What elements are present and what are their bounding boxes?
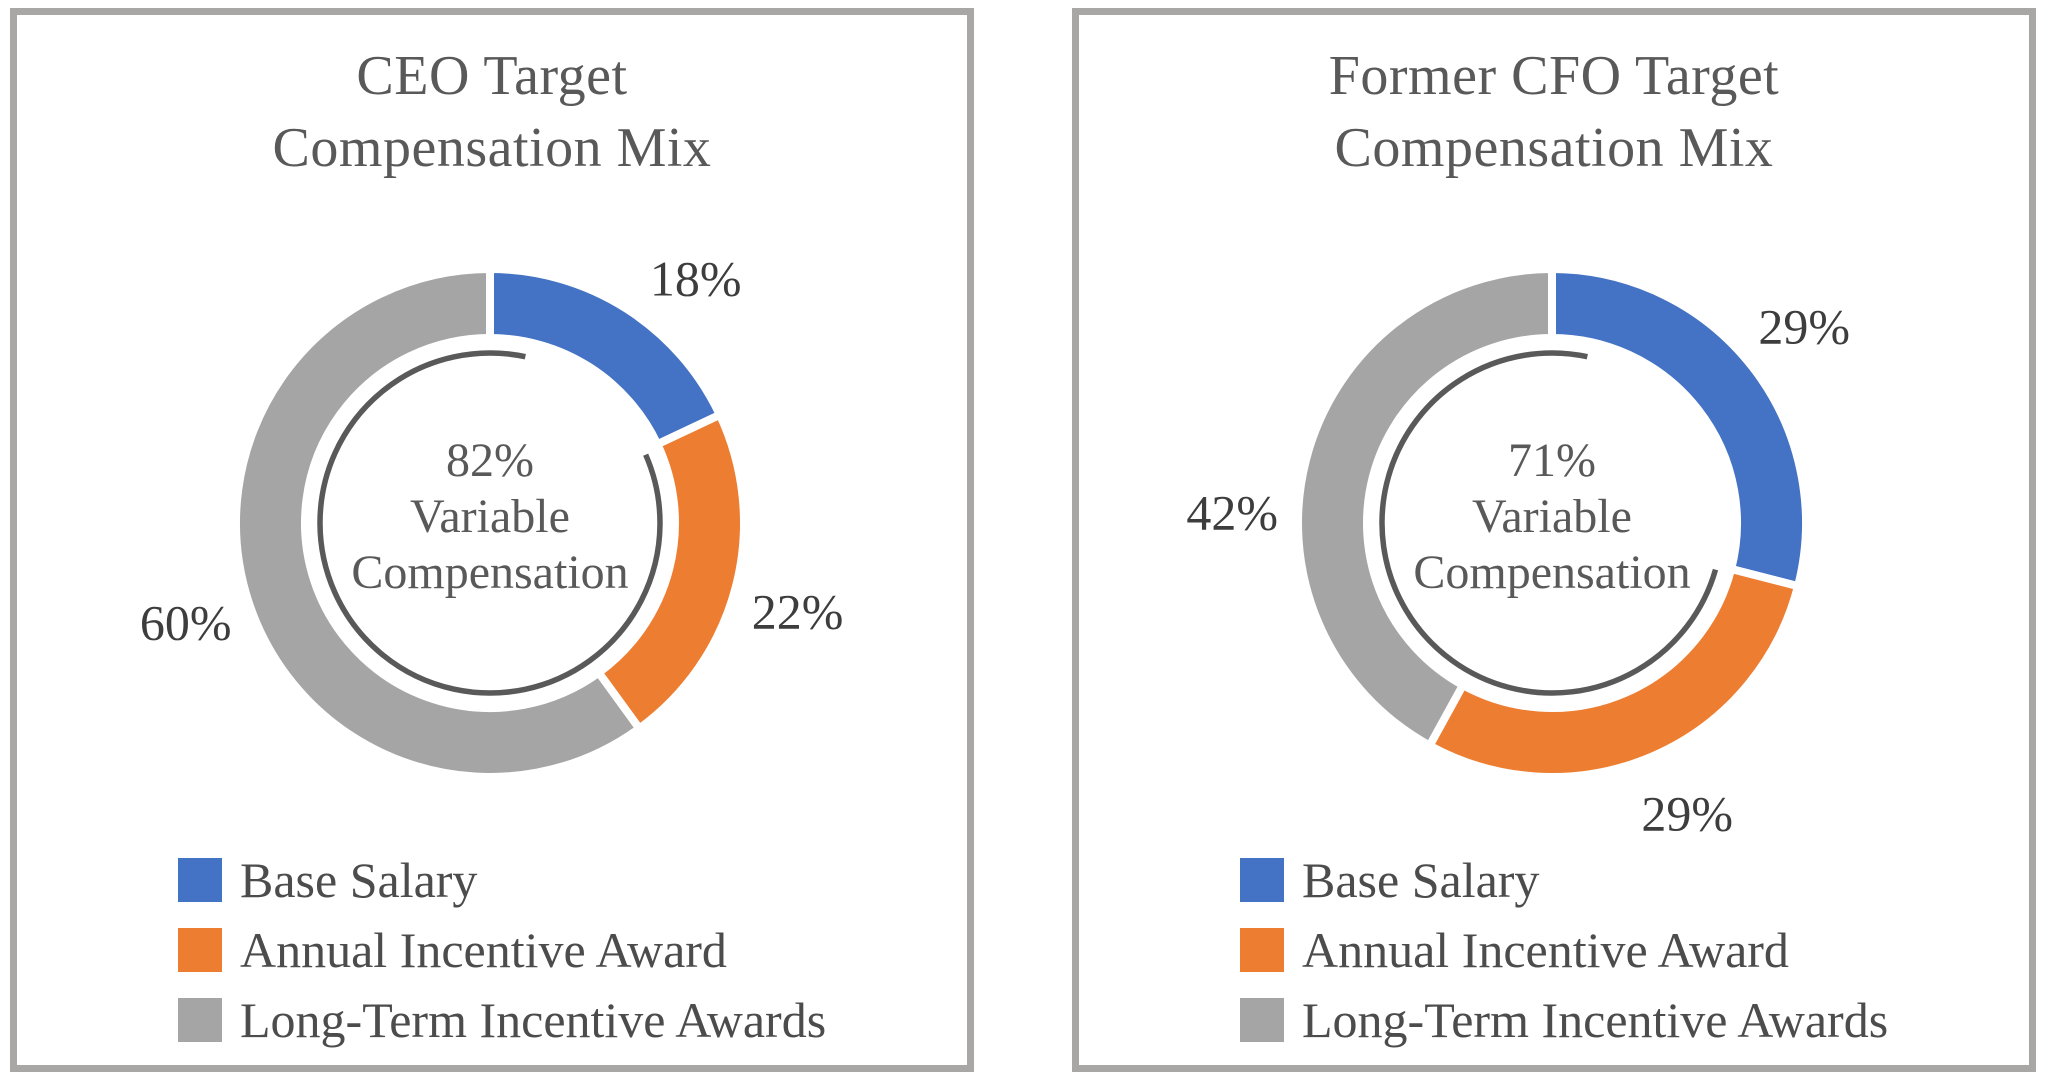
data-label-base-salary: 18% <box>650 250 742 306</box>
panel-ceo: CEO Target Compensation Mix 82% Variable C… <box>10 8 974 1072</box>
data-label-annual-incentive-award: 29% <box>1641 786 1733 842</box>
legend-label: Base Salary <box>240 852 478 908</box>
donut-center-text-line: Variable <box>410 490 570 543</box>
donut-chart-cfo: 71% Variable Compensation 29% 29% 42% <box>1079 15 2029 1065</box>
data-label-annual-incentive-award: 22% <box>752 584 844 640</box>
legend-ceo: Base Salary Annual Incentive Award Long-… <box>178 852 827 1068</box>
donut-center-text-line: Compensation <box>351 546 628 599</box>
legend-label: Long-Term Incentive Awards <box>1302 992 1889 1048</box>
donut-chart-ceo: 82% Variable Compensation 18% 22% 60% <box>17 15 967 1065</box>
chart-title-line: Compensation Mix <box>1334 116 1774 179</box>
legend-item-long-term-incentive-awards: Long-Term Incentive Awards <box>178 992 827 1048</box>
donut-center-text-line: 71% <box>1508 434 1596 487</box>
variable-compensation-arc <box>1379 350 1719 696</box>
chart-title-line: CEO Target <box>356 45 628 107</box>
legend-swatch-long-term-incentive-awards <box>178 998 222 1042</box>
donut-slice-base-salary <box>1548 264 1810 592</box>
chart-title-ceo: CEO Target Compensation Mix <box>17 41 967 184</box>
donut-center-text-line: Compensation <box>1413 546 1690 599</box>
donut-center-text-line: Variable <box>1472 490 1632 543</box>
legend-label: Annual Incentive Award <box>1302 922 1789 978</box>
legend-cfo: Base Salary Annual Incentive Award Long-… <box>1240 852 1889 1068</box>
legend-item-base-salary: Base Salary <box>178 852 826 908</box>
chart-title-line: Former CFO Target <box>1328 45 1780 107</box>
legend-label: Base Salary <box>1302 852 1540 908</box>
legend-item-annual-incentive-award: Annual Incentive Award <box>1240 922 1888 978</box>
legend-swatch-base-salary <box>178 858 222 902</box>
data-label-long-term-incentive-awards: 42% <box>1186 484 1278 540</box>
data-label-base-salary: 29% <box>1758 298 1850 354</box>
legend-swatch-base-salary <box>1240 858 1284 902</box>
variable-compensation-arc <box>317 350 663 696</box>
legend-label: Long-Term Incentive Awards <box>240 992 827 1048</box>
donut-slice-long-term-incentive-awards <box>1294 264 1556 752</box>
donut-center-text-line: 82% <box>446 434 534 487</box>
panel-cfo: Former CFO Target Compensation Mix 71% Va… <box>1072 8 2036 1072</box>
legend-item-annual-incentive-award: Annual Incentive Award <box>178 922 826 978</box>
data-label-long-term-incentive-awards: 60% <box>140 594 232 650</box>
legend-item-base-salary: Base Salary <box>1240 852 1888 908</box>
chart-title-line: Compensation Mix <box>272 116 712 179</box>
legend-item-long-term-incentive-awards: Long-Term Incentive Awards <box>1240 992 1889 1048</box>
chart-title-cfo: Former CFO Target Compensation Mix <box>1079 41 2029 184</box>
legend-swatch-annual-incentive-award <box>1240 928 1284 972</box>
donut-slice-long-term-incentive-awards <box>232 264 645 781</box>
donut-slice-annual-incentive-award <box>1424 564 1803 781</box>
legend-label: Annual Incentive Award <box>240 922 727 978</box>
legend-swatch-annual-incentive-award <box>178 928 222 972</box>
legend-swatch-long-term-incentive-awards <box>1240 998 1284 1042</box>
